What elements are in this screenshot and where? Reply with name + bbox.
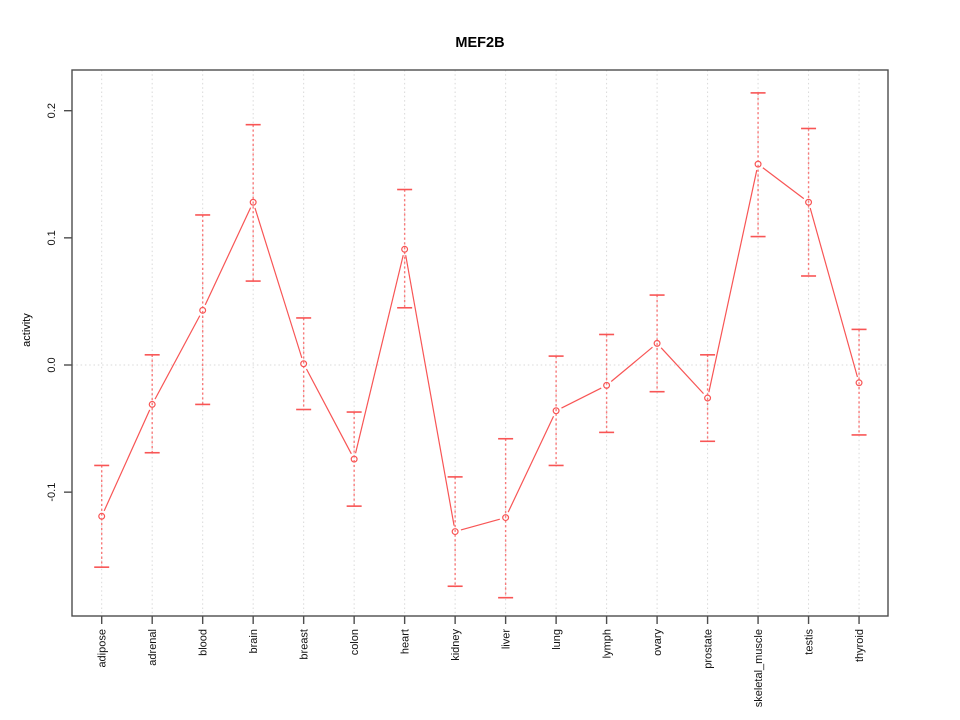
y-axis: 0.2 0.1 0.0 -0.1 bbox=[46, 103, 72, 502]
error-bars bbox=[94, 92, 867, 599]
x-tick-label-ovary: ovary bbox=[652, 629, 664, 656]
gridlines bbox=[72, 70, 888, 616]
x-tick-label-thyroid: thyroid bbox=[854, 629, 866, 662]
y-tick-label: -0.1 bbox=[46, 483, 58, 502]
y-tick-label: 0.2 bbox=[46, 103, 58, 118]
data-point-testis bbox=[805, 198, 813, 206]
data-point-adrenal bbox=[148, 400, 156, 408]
chart-title: MEF2B bbox=[455, 35, 505, 51]
x-tick-label-liver: liver bbox=[501, 629, 513, 650]
data-point-ovary bbox=[653, 339, 661, 347]
series-segment bbox=[354, 254, 404, 454]
series-segment bbox=[103, 409, 151, 512]
x-tick-label-lymph: lymph bbox=[602, 629, 614, 658]
data-point-colon bbox=[350, 455, 358, 463]
x-tick-label-blood: blood bbox=[198, 629, 210, 656]
data-point-prostate bbox=[704, 394, 712, 402]
data-point-heart bbox=[401, 245, 409, 253]
data-point-brain bbox=[249, 198, 257, 206]
x-tick-label-lung: lung bbox=[551, 629, 563, 650]
series-segment bbox=[507, 415, 555, 513]
data-point-thyroid bbox=[855, 379, 863, 387]
x-axis: adipose adrenal blood brain breast colon heart… bbox=[97, 616, 866, 707]
series-segment bbox=[405, 255, 455, 526]
series-segment bbox=[708, 169, 758, 393]
series-segment bbox=[305, 368, 352, 455]
x-tick-label-breast: breast bbox=[299, 629, 311, 660]
series-segment bbox=[660, 347, 704, 395]
series-segment bbox=[204, 207, 252, 306]
data-point-liver bbox=[502, 514, 510, 522]
x-tick-label-kidney: kidney bbox=[450, 629, 462, 661]
plot-border bbox=[71, 69, 889, 617]
series-segment bbox=[154, 315, 201, 400]
data-point-blood bbox=[199, 306, 207, 314]
data-point-lung bbox=[552, 407, 560, 415]
data-point-skeletal_muscle bbox=[754, 160, 762, 168]
data-points bbox=[98, 160, 863, 536]
y-tick-label: 0.0 bbox=[46, 357, 58, 372]
x-tick-label-prostate: prostate bbox=[703, 629, 715, 669]
series-segment bbox=[610, 346, 653, 382]
data-point-lymph bbox=[603, 381, 611, 389]
x-tick-label-adrenal: adrenal bbox=[147, 629, 159, 666]
series-segment bbox=[809, 207, 859, 378]
data-point-kidney bbox=[451, 528, 459, 536]
x-tick-label-adipose: adipose bbox=[97, 629, 109, 668]
series-segment bbox=[762, 167, 805, 200]
series-segment bbox=[460, 518, 500, 531]
x-tick-label-heart: heart bbox=[400, 629, 412, 654]
x-tick-label-testis: testis bbox=[804, 629, 816, 655]
data-point-breast bbox=[300, 360, 308, 368]
series-segment bbox=[254, 207, 303, 359]
series-line bbox=[103, 167, 859, 531]
x-tick-label-colon: colon bbox=[349, 629, 361, 655]
y-tick-label: 0.1 bbox=[46, 230, 58, 245]
x-tick-label-skeletal_muscle: skeletal_muscle bbox=[753, 629, 765, 707]
series-segment bbox=[561, 387, 602, 409]
x-tick-label-brain: brain bbox=[248, 629, 260, 653]
data-point-adipose bbox=[98, 512, 106, 520]
